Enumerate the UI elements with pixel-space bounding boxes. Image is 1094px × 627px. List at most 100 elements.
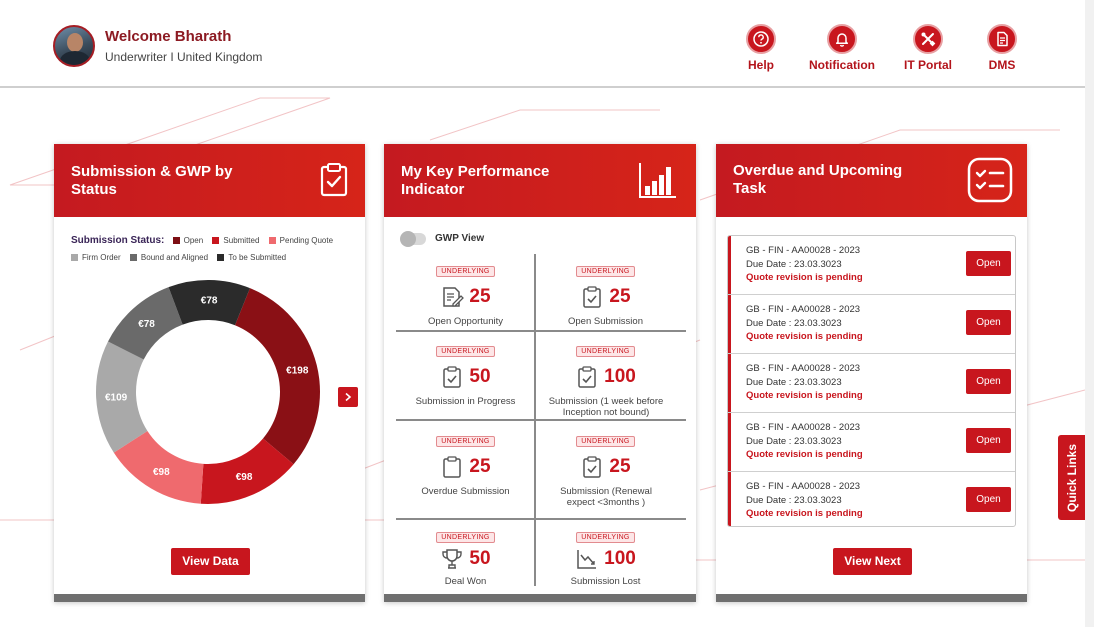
underlying-tag: UNDERLYING [576, 532, 635, 543]
kpi-open-opportunity[interactable]: UNDERLYING 25 Open Opportunity [396, 260, 535, 327]
task-reference: GB - FIN - AA00028 - 2023 [746, 422, 861, 433]
gwp-view-toggle[interactable] [400, 231, 426, 247]
legend-submitted[interactable]: Submitted [212, 232, 259, 249]
gwp-view-label: GWP View [435, 233, 485, 244]
donut-data-label: €78 [138, 319, 155, 330]
legend-to-be-submitted[interactable]: To be Submitted [217, 249, 286, 266]
kpi-value: 25 [609, 286, 631, 307]
dms-button[interactable]: DMS [957, 24, 1047, 72]
task-open-button[interactable]: Open [966, 487, 1011, 512]
dms-label: DMS [988, 58, 1016, 72]
view-data-button[interactable]: View Data [171, 548, 250, 575]
status-donut-chart: €198 €98 €98 €109 €78 €78 [95, 280, 320, 504]
task-due-date: Due Date : 23.03.3023 [746, 495, 842, 506]
donut-slice-bound-and-aligned[interactable] [108, 287, 183, 360]
kpi-value: 25 [609, 456, 631, 477]
donut-data-label: €198 [286, 365, 309, 376]
kpi-submission-lost[interactable]: UNDERLYING 100 Submission Lost [536, 526, 675, 587]
donut-data-label: €98 [236, 472, 253, 483]
chart-next-button[interactable] [338, 387, 358, 407]
help-button[interactable]: Help [716, 24, 806, 72]
trend-down-icon [577, 550, 597, 569]
underlying-tag: UNDERLYING [576, 346, 635, 357]
kpi-label: Deal Won [444, 576, 487, 587]
kpi-card: My Key Performance Indicator GWP View UN… [384, 144, 696, 602]
clipboard-icon [443, 456, 462, 478]
document-icon [987, 24, 1017, 54]
clipboard-icon [578, 366, 596, 388]
avatar[interactable] [53, 25, 95, 67]
clipboard-check-icon [583, 286, 602, 308]
underlying-tag: UNDERLYING [436, 266, 495, 277]
task-due-date: Due Date : 23.03.3023 [746, 377, 842, 388]
clipboard-check-icon [443, 366, 462, 388]
donut-slice-submitted[interactable] [200, 438, 294, 504]
task-open-button[interactable]: Open [966, 428, 1011, 453]
kpi-submission-renewal[interactable]: UNDERLYING 25 Submission (Renewal expect… [536, 430, 675, 508]
quick-links-tab[interactable]: Quick Links [1058, 435, 1085, 520]
task-status: Quote revision is pending [746, 449, 863, 460]
task-reference: GB - FIN - AA00028 - 2023 [746, 481, 861, 492]
kpi-deal-won[interactable]: UNDERLYING 50 Deal Won [396, 526, 535, 587]
it-portal-label: IT Portal [903, 58, 952, 72]
kpi-label: Submission (Renewal expect <3months ) [560, 486, 652, 508]
donut-data-label: €98 [153, 467, 170, 478]
kpi-overdue-submission[interactable]: UNDERLYING 25 Overdue Submission [396, 430, 535, 497]
bar-chart-icon [639, 163, 676, 198]
task-status: Quote revision is pending [746, 331, 863, 342]
welcome-text: Welcome Bharath [105, 28, 232, 45]
kpi-submission-not-bound[interactable]: UNDERLYING 100 Submission (1 week before… [536, 340, 675, 418]
kpi-submission-in-progress[interactable]: UNDERLYING 50 Submission in Progress [396, 340, 535, 407]
tools-icon [913, 24, 943, 54]
underlying-tag: UNDERLYING [436, 346, 495, 357]
task-open-button[interactable]: Open [966, 251, 1011, 276]
task-list: GB - FIN - AA00028 - 2023 Due Date : 23.… [727, 235, 1016, 527]
kpi-open-submission[interactable]: UNDERLYING 25 Open Submission [536, 260, 675, 327]
underlying-tag: UNDERLYING [576, 436, 635, 447]
task-item: GB - FIN - AA00028 - 2023 Due Date : 23.… [728, 295, 1015, 354]
submission-gwp-card: Submission & GWP by Status Submission St… [54, 144, 365, 602]
task-reference: GB - FIN - AA00028 - 2023 [746, 245, 861, 256]
task-due-date: Due Date : 23.03.3023 [746, 318, 842, 329]
kpi-value: 100 [604, 548, 636, 569]
notification-button[interactable]: Notification [797, 24, 887, 72]
card-footer-bar [716, 594, 1027, 602]
legend-bound-aligned[interactable]: Bound and Aligned [129, 249, 208, 266]
kpi-label: Submission Lost [570, 576, 641, 587]
kpi-value: 50 [469, 548, 491, 569]
kpi-label: Open Submission [568, 316, 643, 327]
scrollbar-track[interactable] [1085, 0, 1094, 627]
task-reference: GB - FIN - AA00028 - 2023 [746, 304, 861, 315]
kpi-label: Open Opportunity [428, 316, 503, 327]
task-open-button[interactable]: Open [966, 369, 1011, 394]
legend-open[interactable]: Open [172, 232, 203, 249]
kpi-value: 100 [604, 366, 636, 387]
top-header: Welcome Bharath Underwriter I United Kin… [0, 0, 1085, 88]
task-item: GB - FIN - AA00028 - 2023 Due Date : 23.… [728, 413, 1015, 472]
card-footer-bar [384, 594, 696, 602]
it-portal-button[interactable]: IT Portal [883, 24, 973, 72]
task-reference: GB - FIN - AA00028 - 2023 [746, 363, 861, 374]
task-item: GB - FIN - AA00028 - 2023 Due Date : 23.… [728, 236, 1015, 295]
task-status: Quote revision is pending [746, 508, 863, 519]
kpi-label: Submission in Progress [415, 396, 516, 407]
clipboard-check-icon [583, 456, 602, 478]
kpi-value: 25 [469, 286, 491, 307]
view-next-button[interactable]: View Next [833, 548, 912, 575]
task-due-date: Due Date : 23.03.3023 [746, 259, 842, 270]
legend-firm-order[interactable]: Firm Order [71, 249, 121, 266]
legend-pending-quote[interactable]: Pending Quote [268, 232, 333, 249]
kpi-value: 25 [469, 456, 491, 477]
donut-data-label: €109 [105, 392, 128, 403]
kpi-label: Overdue Submission [421, 486, 510, 497]
underlying-tag: UNDERLYING [576, 266, 635, 277]
donut-slice-firm-order[interactable] [95, 341, 148, 453]
task-due-date: Due Date : 23.03.3023 [746, 436, 842, 447]
donut-slice-pending-quote[interactable] [113, 430, 204, 504]
card-header: My Key Performance Indicator [384, 144, 696, 217]
task-open-button[interactable]: Open [966, 310, 1011, 335]
underlying-tag: UNDERLYING [436, 436, 495, 447]
donut-slice-to-be-submitted[interactable] [168, 280, 250, 326]
clipboard-check-icon [320, 163, 348, 197]
donut-slice-open[interactable] [234, 288, 320, 465]
